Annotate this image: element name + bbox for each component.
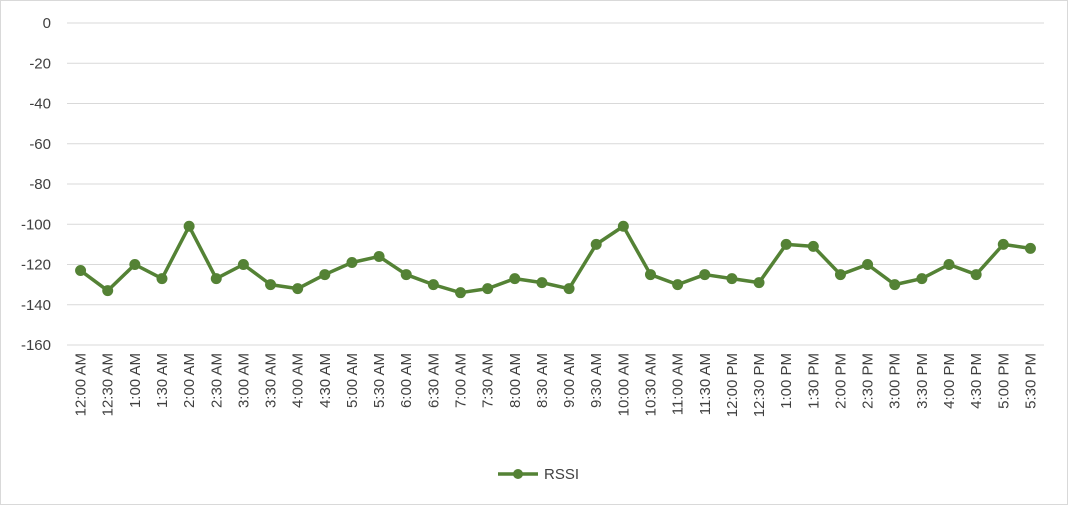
legend-marker: [513, 469, 523, 479]
y-tick-label: 0: [43, 15, 51, 32]
y-tick-label: -80: [29, 176, 51, 193]
data-point: [319, 269, 331, 281]
data-point: [807, 240, 819, 252]
data-point: [644, 269, 656, 281]
x-tick-label: 3:00 PM: [887, 353, 904, 409]
data-point: [943, 259, 955, 270]
data-point: [726, 273, 738, 285]
x-tick-label: 1:00 PM: [778, 353, 795, 409]
x-tick-label: 9:00 AM: [561, 353, 578, 408]
data-point: [753, 277, 765, 289]
x-tick-label: 4:30 AM: [317, 353, 334, 408]
x-tick-label: 3:00 AM: [235, 353, 252, 408]
y-tick-label: -20: [29, 55, 51, 72]
data-point: [509, 273, 521, 285]
data-point: [590, 238, 602, 250]
x-tick-label: 4:00 AM: [290, 353, 307, 408]
data-point: [617, 220, 629, 232]
x-tick-label: 1:00 AM: [127, 353, 144, 408]
x-tick-label: 7:30 AM: [480, 353, 497, 408]
legend: RSSI: [498, 466, 579, 483]
data-point: [1024, 242, 1036, 254]
data-point: [156, 273, 168, 285]
gridlines: [67, 22, 1044, 346]
x-tick-label: 6:00 AM: [398, 353, 415, 408]
data-point: [970, 269, 982, 281]
data-point: [455, 287, 467, 299]
data-point: [373, 250, 385, 262]
y-tick-label: -100: [21, 216, 51, 233]
y-tick-label: -60: [29, 136, 51, 153]
x-tick-label: 12:00 AM: [73, 353, 90, 416]
data-point: [346, 256, 358, 268]
x-tick-label: 2:30 PM: [860, 353, 877, 409]
series-line-rssi: [78, 224, 1033, 295]
x-tick-label: 10:00 AM: [615, 353, 632, 416]
x-tick-label: 2:00 PM: [832, 353, 849, 409]
data-point: [292, 283, 304, 295]
y-tick-label: -160: [21, 337, 51, 354]
data-point: [400, 269, 412, 281]
x-tick-label: 10:30 AM: [642, 353, 659, 416]
data-point: [997, 238, 1009, 250]
data-point: [862, 259, 874, 270]
legend-label: RSSI: [544, 466, 579, 483]
x-tick-label: 5:00 PM: [995, 353, 1012, 409]
data-point: [916, 273, 928, 285]
data-point: [183, 220, 195, 232]
x-tick-label: 2:30 AM: [208, 353, 225, 408]
x-tick-label: 4:30 PM: [968, 353, 985, 409]
series-group: [75, 220, 1036, 299]
data-point: [265, 279, 277, 291]
x-tick-label: 7:00 AM: [453, 353, 470, 408]
x-tick-label: 11:30 AM: [697, 353, 714, 415]
data-point: [237, 259, 249, 270]
data-point: [672, 279, 684, 291]
data-point: [75, 265, 87, 277]
x-tick-label: 3:30 PM: [914, 353, 931, 409]
data-point: [210, 273, 222, 285]
data-point: [563, 283, 575, 295]
data-point: [889, 279, 901, 291]
x-tick-label: 3:30 AM: [263, 353, 280, 408]
y-axis-ticks: 0 -20 -40 -60 -80 -100 -120 -140 -160: [21, 15, 51, 354]
x-tick-label: 1:30 AM: [154, 353, 171, 408]
x-tick-label: 12:30 AM: [100, 353, 117, 416]
x-tick-label: 12:30 PM: [751, 353, 768, 417]
data-point: [699, 269, 711, 281]
x-tick-label: 2:00 AM: [181, 353, 198, 408]
y-tick-label: -40: [29, 96, 51, 113]
data-point: [482, 283, 494, 295]
data-point: [834, 269, 846, 281]
x-axis-ticks: 12:00 AM 12:30 AM 1:00 AM 1:30 AM 2:00 AM 2:3…: [73, 353, 1040, 417]
x-tick-label: 8:30 AM: [534, 353, 551, 408]
x-tick-label: 9:30 AM: [588, 353, 605, 408]
y-tick-label: -140: [21, 297, 51, 314]
x-tick-label: 5:00 AM: [344, 353, 361, 408]
data-point: [536, 277, 548, 289]
x-tick-label: 12:00 PM: [724, 353, 741, 417]
y-tick-label: -120: [21, 257, 51, 274]
x-tick-label: 5:30 PM: [1022, 353, 1039, 409]
x-tick-label: 11:00 AM: [670, 353, 687, 415]
x-tick-label: 8:00 AM: [507, 353, 524, 408]
data-point: [102, 285, 114, 297]
data-point: [129, 259, 141, 270]
data-point: [427, 279, 439, 291]
x-tick-label: 6:30 AM: [425, 353, 442, 408]
x-tick-label: 4:00 PM: [941, 353, 958, 409]
x-tick-label: 1:30 PM: [805, 353, 822, 409]
x-tick-label: 5:30 AM: [371, 353, 388, 408]
data-point: [780, 238, 792, 250]
